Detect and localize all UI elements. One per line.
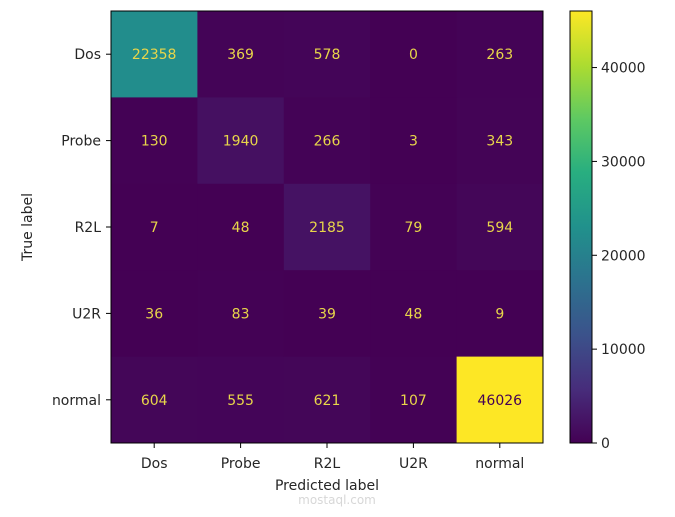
x-tick-label: normal [475, 456, 524, 472]
cell-value-label: 48 [404, 306, 422, 322]
heatmap-cell [197, 270, 285, 358]
heatmap-cell [283, 356, 371, 444]
y-axis-ticks: Dos Probe R2L U2R normal [52, 47, 111, 409]
cell-value-label: 266 [314, 134, 341, 150]
heatmap-cell [456, 11, 544, 98]
cell-value-label: 130 [141, 134, 168, 150]
cell-value-label: 79 [404, 220, 422, 236]
cell-value-label: 369 [227, 47, 254, 63]
cell-value-label: 7 [150, 220, 159, 236]
cell-value-label: 3 [409, 134, 418, 150]
heatmap-cell [283, 183, 371, 271]
cell-value-label: 2185 [309, 220, 345, 236]
cell-value-label: 48 [232, 220, 250, 236]
x-axis-label: Predicted label [275, 478, 379, 494]
x-tick-label: R2L [314, 456, 341, 472]
y-tick-label: R2L [75, 220, 102, 236]
heatmap-cell [370, 11, 458, 98]
colorbar-tick-label: 10000 [601, 342, 646, 358]
colorbar-tick-label: 0 [601, 436, 610, 452]
heatmap-cell [283, 97, 371, 185]
heatmap-cell [283, 270, 371, 358]
cell-value-label: 604 [141, 393, 168, 409]
cell-value-label: 578 [314, 47, 341, 63]
heatmap-cell [197, 356, 285, 444]
cell-value-label: 555 [227, 393, 254, 409]
colorbar [569, 10, 593, 444]
heatmap-cell [283, 11, 371, 98]
cell-value-label: 107 [400, 393, 427, 409]
y-tick-label: normal [52, 393, 101, 409]
cell-value-label: 621 [314, 393, 341, 409]
y-tick-label: U2R [72, 306, 101, 322]
heatmap-cell [370, 97, 458, 185]
heatmap-cell [111, 270, 198, 358]
cell-value-label: 36 [145, 306, 163, 322]
heatmap-cell [370, 356, 458, 444]
cell-value-label: 594 [486, 220, 513, 236]
cell-value-label: 46026 [478, 393, 523, 409]
heatmap-cell [111, 97, 198, 185]
heatmap-cell [111, 11, 198, 98]
heatmap-cell [370, 270, 458, 358]
y-tick-label: Probe [61, 134, 101, 150]
heatmap-cell [111, 356, 198, 444]
watermark-text: mostaql.com [298, 493, 376, 507]
cell-value-label: 83 [232, 306, 250, 322]
x-tick-label: U2R [399, 456, 428, 472]
x-axis-ticks: Dos Probe R2L U2R normal [141, 443, 524, 472]
x-tick-label: Dos [141, 456, 168, 472]
cell-value-label: 1940 [223, 134, 259, 150]
y-tick-label: Dos [74, 47, 101, 63]
cell-value-label: 263 [486, 47, 513, 63]
colorbar-tick-label: 20000 [601, 248, 646, 264]
cell-value-label: 9 [495, 306, 504, 322]
colorbar-tick-label: 30000 [601, 154, 646, 170]
x-tick-label: Probe [221, 456, 261, 472]
heatmap-cell [456, 356, 544, 444]
heatmap-cell [197, 97, 285, 185]
cell-value-label: 22358 [132, 47, 177, 63]
heatmap-cell [456, 183, 544, 271]
cell-value-label: 343 [486, 134, 513, 150]
heatmap-cell [197, 183, 285, 271]
cell-value-label: 0 [409, 47, 418, 63]
colorbar-tick-label: 40000 [601, 61, 646, 77]
heatmap-cell [111, 183, 198, 271]
y-axis-label: True label [20, 193, 36, 262]
heatmap-cells [111, 11, 544, 444]
heatmap-cell [456, 270, 544, 358]
cell-value-label: 39 [318, 306, 336, 322]
heatmap-cell [370, 183, 458, 271]
colorbar-ticks: 0 10000 20000 30000 40000 [592, 61, 646, 452]
heatmap-cell [456, 97, 544, 185]
heatmap-cell [197, 11, 285, 98]
